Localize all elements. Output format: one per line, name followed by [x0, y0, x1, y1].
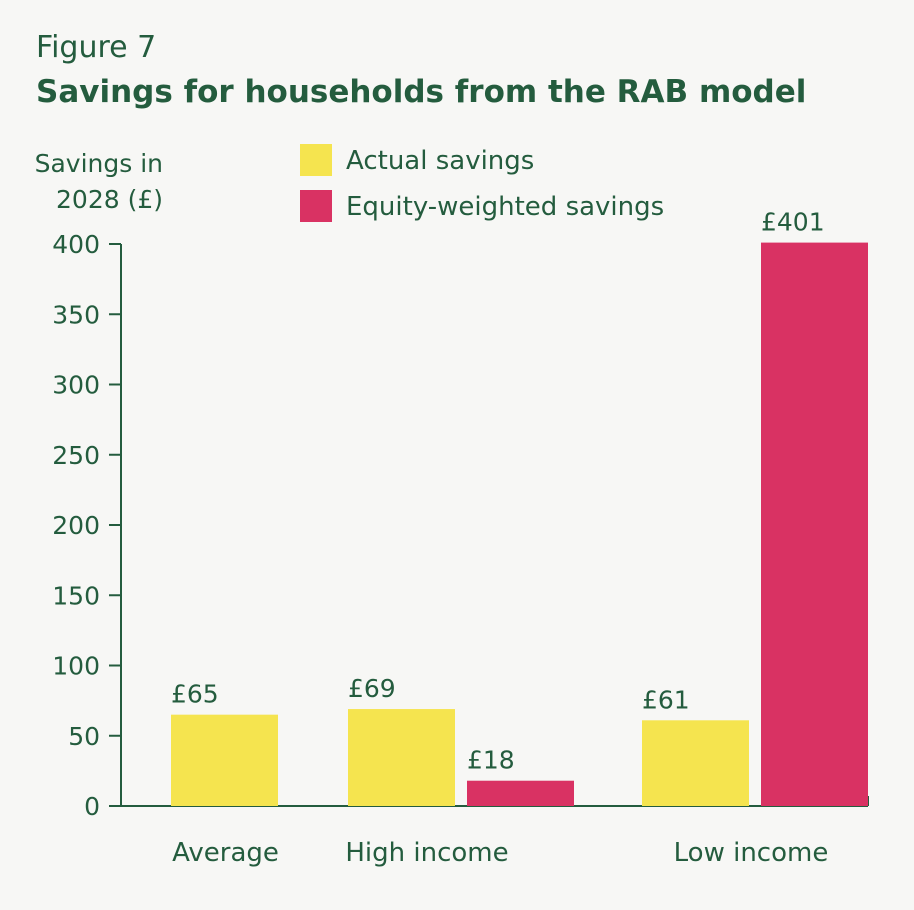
y-tick-label: 400 — [52, 230, 100, 259]
bar-value-label: £61 — [642, 685, 690, 714]
bar-value-label: £18 — [467, 746, 515, 775]
y-tick-label: 0 — [84, 792, 100, 821]
legend-swatch — [300, 144, 332, 176]
figure-label: Figure 7 — [36, 30, 157, 65]
y-tick-label: 150 — [52, 581, 100, 610]
y-tick-label: 100 — [52, 652, 100, 681]
legend-label: Actual savings — [346, 146, 534, 176]
y-tick-label: 300 — [52, 371, 100, 400]
bar — [467, 780, 574, 806]
bar-value-label: £401 — [761, 208, 825, 237]
x-tick-label: Low income — [674, 838, 829, 868]
bar-value-label: £69 — [348, 674, 396, 703]
chart-title: Savings for households from the RAB mode… — [36, 74, 807, 110]
y-tick-label: 250 — [52, 441, 100, 470]
y-axis-label: 2028 (£) — [56, 185, 163, 214]
y-tick-label: 350 — [52, 300, 100, 329]
legend-label: Equity-weighted savings — [346, 192, 664, 222]
bar — [761, 242, 868, 807]
bar — [642, 720, 749, 806]
y-tick-label: 50 — [68, 722, 100, 751]
x-tick-label: High income — [345, 838, 508, 868]
bar — [171, 714, 278, 806]
y-axis-label: Savings in — [35, 149, 163, 178]
y-tick-label: 200 — [52, 511, 100, 540]
bar — [348, 709, 455, 806]
bar-value-label: £65 — [171, 680, 219, 709]
x-tick-label: Average — [172, 838, 279, 868]
legend-swatch — [300, 190, 332, 222]
